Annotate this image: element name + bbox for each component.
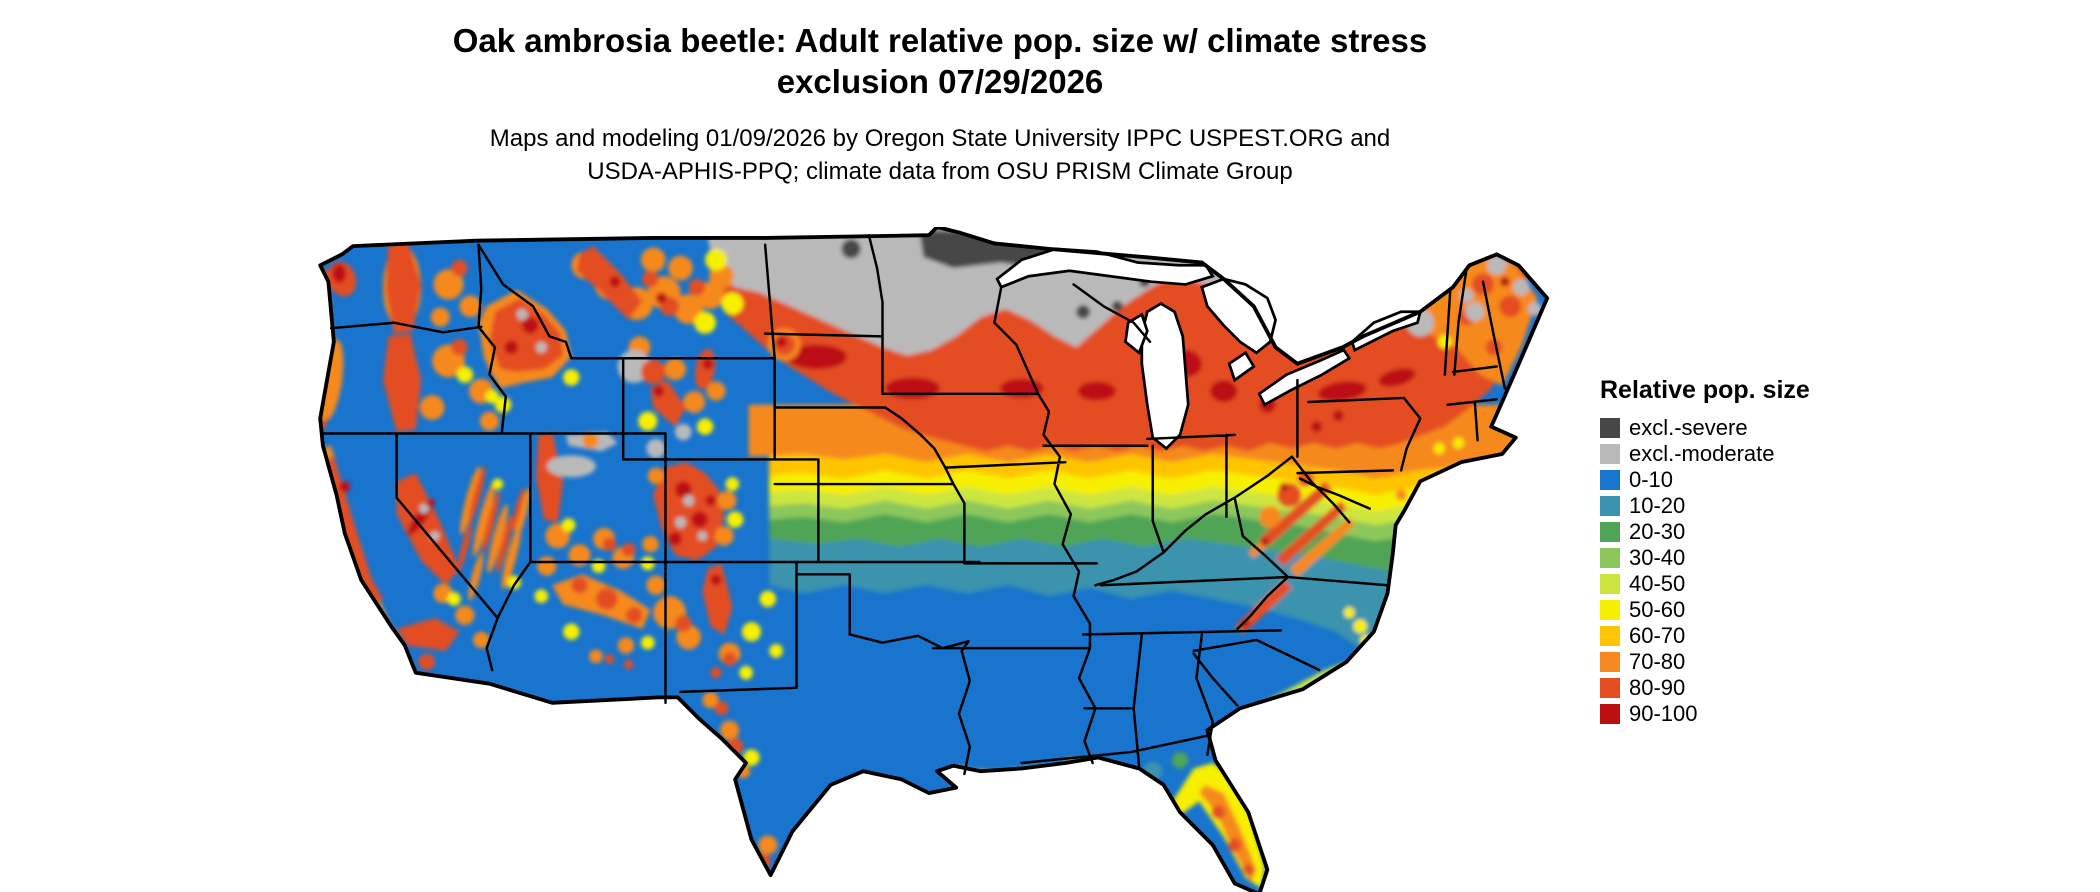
legend-swatch (1600, 418, 1620, 438)
map-title-line1: Oak ambrosia beetle: Adult relative pop.… (452, 22, 1428, 59)
legend-title: Relative pop. size (1600, 376, 1810, 404)
us-map (312, 227, 1554, 892)
map-subtitle-line2: USDA-APHIS-PPQ; climate data from OSU PR… (587, 158, 1293, 185)
legend-item: 70-80 (1600, 649, 1860, 675)
legend-label: 90-100 (1629, 701, 1698, 726)
legend-item: 20-30 (1600, 519, 1860, 545)
great-lakes (995, 247, 1422, 451)
legend-label: 0-10 (1629, 467, 1674, 492)
map-subtitle-line1: Maps and modeling 01/09/2026 by Oregon S… (489, 125, 1391, 152)
legend-list: excl.-severe excl.-moderate 0-10 10-20 20-30… (1600, 415, 1860, 727)
lake-michigan (1140, 301, 1190, 451)
us-outline (318, 227, 1550, 892)
legend-label: 10-20 (1629, 493, 1686, 518)
green-bay (1123, 312, 1149, 356)
legend-label: excl.-moderate (1629, 441, 1775, 466)
us-map-svg (318, 227, 1550, 892)
legend-swatch (1600, 444, 1620, 464)
state-borders (320, 233, 1507, 776)
legend-item: 10-20 (1600, 493, 1860, 519)
map-title-line2: exclusion 07/29/2026 (776, 63, 1104, 100)
legend-item: 30-40 (1600, 545, 1860, 571)
legend-label: 50-60 (1629, 597, 1686, 622)
lake-erie (1257, 348, 1352, 407)
legend-label: excl.-severe (1629, 415, 1748, 440)
saginaw-bay (1227, 350, 1256, 383)
lake-huron (1200, 277, 1278, 355)
legend-swatch (1600, 704, 1620, 724)
legend-item: 50-60 (1600, 597, 1860, 623)
legend-item: 90-100 (1600, 701, 1860, 727)
map-title: Oak ambrosia beetle: Adult relative pop.… (0, 20, 1880, 102)
legend-label: 20-30 (1629, 519, 1686, 544)
legend-swatch (1600, 470, 1620, 490)
legend-swatch (1600, 652, 1620, 672)
legend-swatch (1600, 548, 1620, 568)
legend-item: excl.-severe (1600, 415, 1860, 441)
map-subtitle: Maps and modeling 01/09/2026 by Oregon S… (0, 122, 1880, 188)
lake-ontario (1350, 310, 1422, 352)
legend: Relative pop. size excl.-severe excl.-mod… (1600, 376, 1860, 727)
legend-item: 80-90 (1600, 675, 1860, 701)
legend-item: 60-70 (1600, 623, 1860, 649)
legend-swatch (1600, 574, 1620, 594)
legend-label: 70-80 (1629, 649, 1686, 674)
legend-swatch (1600, 600, 1620, 620)
legend-label: 30-40 (1629, 545, 1686, 570)
legend-label: 40-50 (1629, 571, 1686, 596)
legend-swatch (1600, 626, 1620, 646)
legend-label: 60-70 (1629, 623, 1686, 648)
legend-item: 0-10 (1600, 467, 1860, 493)
legend-swatch (1600, 496, 1620, 516)
legend-label: 80-90 (1629, 675, 1686, 700)
legend-swatch (1600, 678, 1620, 698)
legend-swatch (1600, 522, 1620, 542)
legend-item: 40-50 (1600, 571, 1860, 597)
legend-item: excl.-moderate (1600, 441, 1860, 467)
